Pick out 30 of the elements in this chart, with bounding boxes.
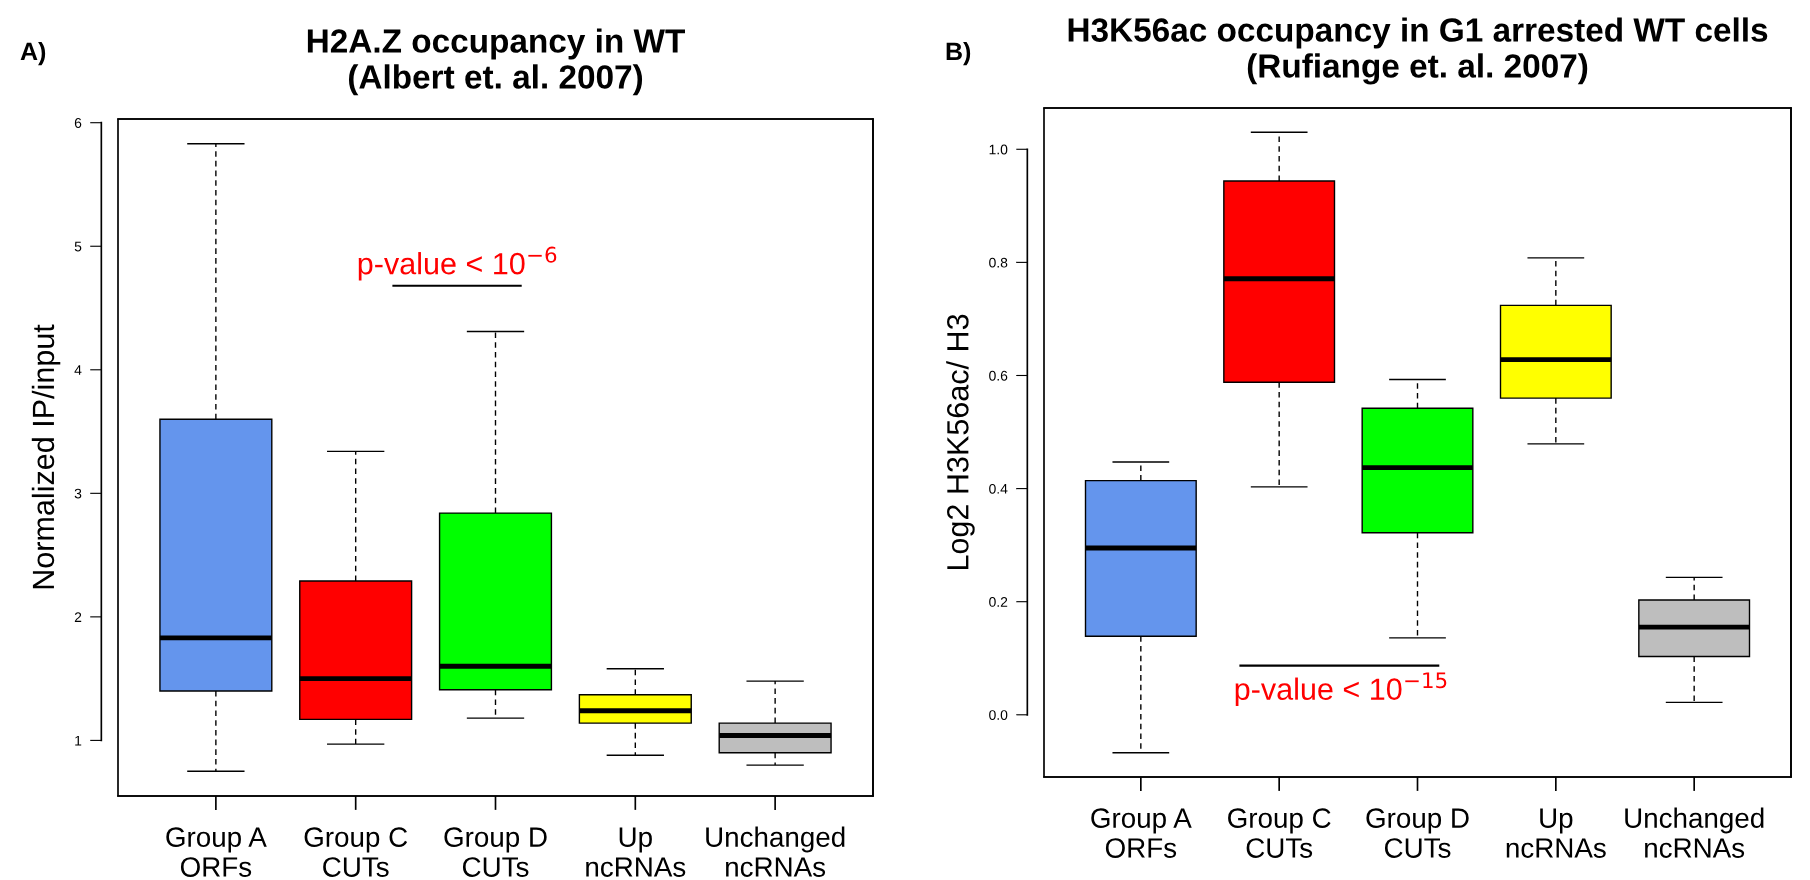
y-tick-label: 3 bbox=[74, 488, 82, 499]
x-tick-label: Group A ORFs bbox=[1091, 808, 1192, 858]
x-tick-label: Group C CUTs bbox=[1228, 808, 1331, 858]
chart-title: H2A.Z occupancy in WT (Albert et. al. 2007) bbox=[307, 28, 685, 96]
y-tick-label: 2 bbox=[74, 612, 82, 622]
y-tick-label: 0.0 bbox=[989, 710, 1008, 720]
text: B) bbox=[946, 41, 971, 66]
x-tick-label: Group D CUTs bbox=[444, 827, 547, 877]
annotation: p-value < 10$^{−15}$ bbox=[1235, 672, 1447, 707]
chart-title: H3K56ac occupancy in G1 arrested WT cells (Rufiange et. al. 2007) bbox=[1068, 17, 1768, 85]
x-tick-label: Up ncRNAs bbox=[1506, 808, 1606, 858]
y-tick-label: 0.8 bbox=[989, 257, 1008, 268]
x-tick-label: Group D CUTs bbox=[1366, 808, 1469, 858]
x-tick-label: Group C CUTs bbox=[304, 827, 408, 877]
x-tick-label: Up ncRNAs bbox=[586, 827, 686, 877]
x-tick-label: Unchanged ncRNAs bbox=[1625, 807, 1764, 858]
y-tick-label: 1.0 bbox=[989, 144, 1008, 155]
y-axis-title: Normalized IP/input bbox=[31, 324, 61, 589]
y-axis-title: Log2 H3K56ac/ H3 bbox=[946, 314, 975, 570]
annotation: p-value < 10$^{−6}$ bbox=[358, 246, 557, 281]
text: A) bbox=[20, 41, 46, 66]
y-tick-label: 0.2 bbox=[989, 597, 1008, 607]
y-tick-label: 6 bbox=[74, 118, 82, 128]
x-tick-label: Group A ORFs bbox=[166, 827, 267, 877]
y-tick-label: 4 bbox=[74, 365, 82, 375]
x-tick-label: Unchanged ncRNAs bbox=[706, 826, 845, 877]
y-tick-label: 0.4 bbox=[989, 483, 1008, 494]
y-tick-label: 0.6 bbox=[989, 370, 1008, 381]
y-tick-label: 5 bbox=[74, 241, 82, 252]
y-tick-label: 1 bbox=[75, 735, 82, 746]
